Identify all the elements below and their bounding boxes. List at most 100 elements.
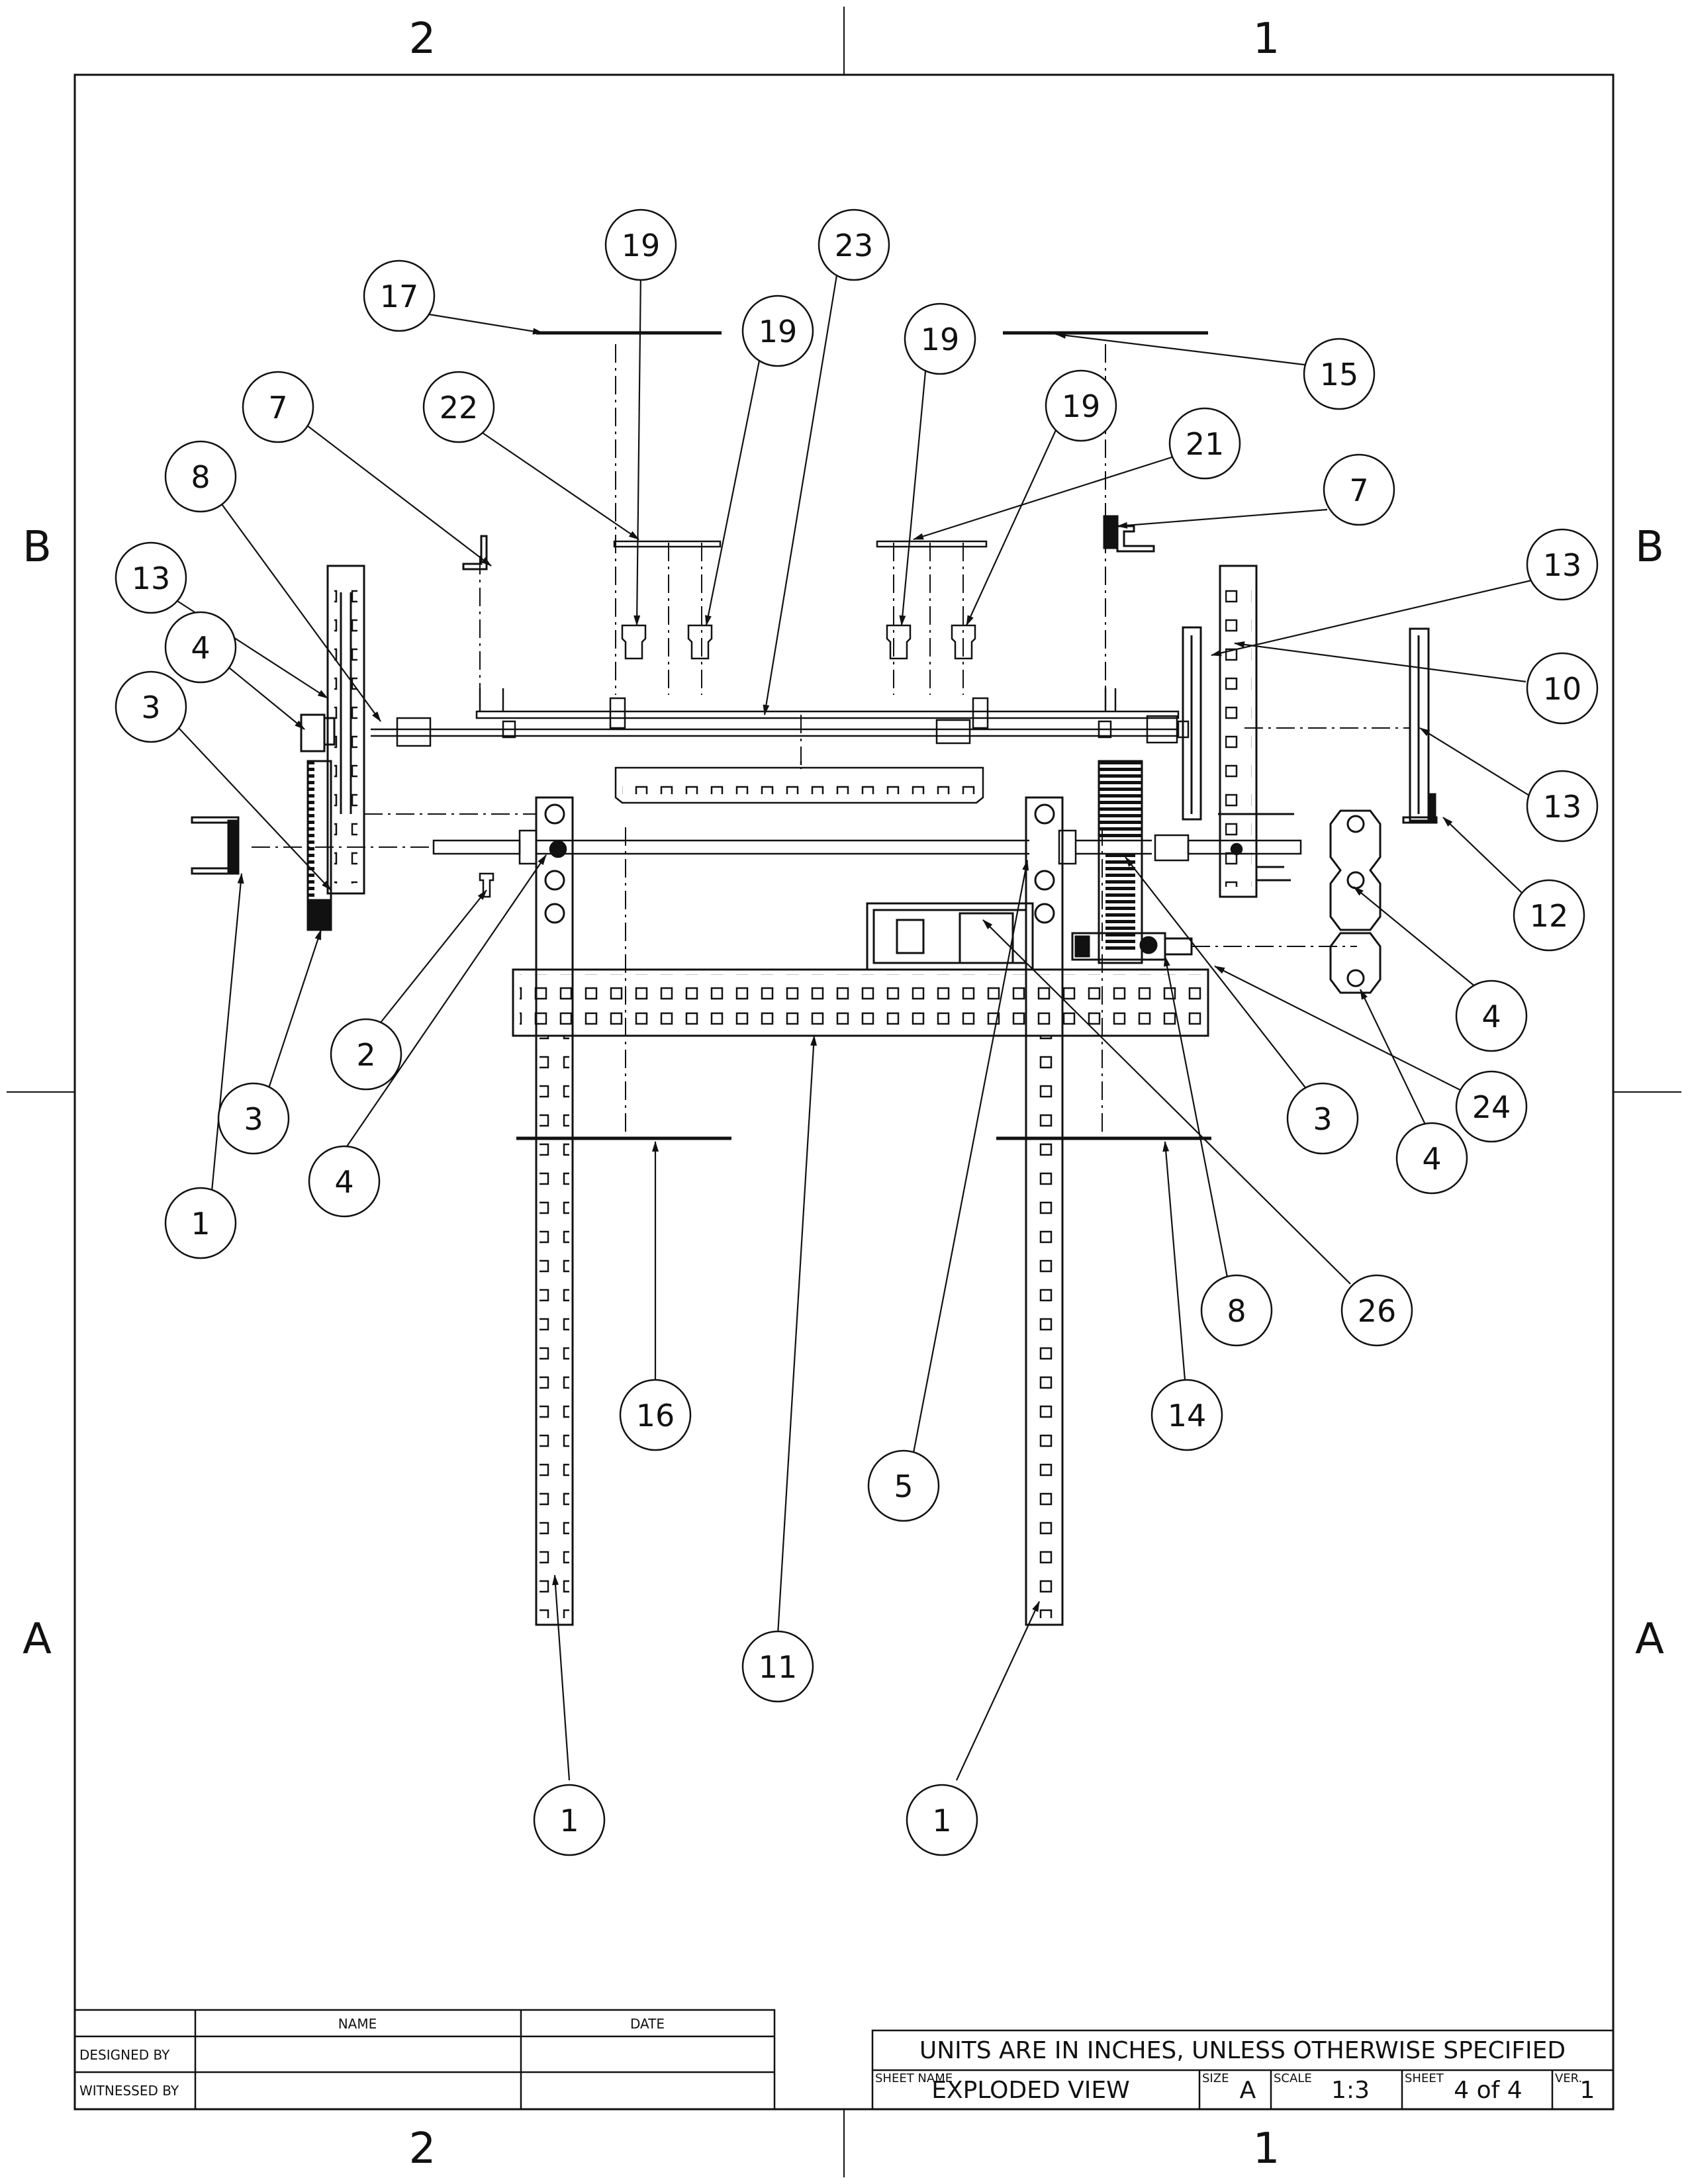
svg-text:4: 4 bbox=[334, 1164, 353, 1200]
svg-text:13: 13 bbox=[1543, 547, 1582, 583]
svg-text:23: 23 bbox=[835, 228, 874, 263]
balloon-4: 4 bbox=[164, 611, 237, 684]
svg-text:11: 11 bbox=[759, 1649, 798, 1685]
svg-text:13: 13 bbox=[132, 561, 171, 596]
header-name: NAME bbox=[338, 2016, 377, 2032]
balloon-19: 19 bbox=[604, 208, 677, 281]
svg-text:4: 4 bbox=[191, 630, 210, 666]
balloon-13: 13 bbox=[1526, 770, 1599, 842]
header-date: DATE bbox=[630, 2016, 665, 2032]
balloon-19: 19 bbox=[741, 295, 814, 367]
part-1-channel-left bbox=[535, 796, 574, 1626]
svg-text:7: 7 bbox=[1349, 473, 1368, 508]
svg-text:3: 3 bbox=[1313, 1101, 1332, 1137]
svg-text:12: 12 bbox=[1530, 898, 1569, 934]
zone-top-left: 2 bbox=[409, 15, 436, 64]
part-13-left-channel bbox=[326, 565, 365, 895]
title-block-left: NAME DATE DESIGNED BY WITNESSED BY bbox=[73, 2009, 776, 2111]
svg-text:19: 19 bbox=[1062, 388, 1101, 424]
svg-text:1: 1 bbox=[932, 1803, 951, 1839]
svg-text:19: 19 bbox=[622, 228, 661, 263]
zone-left-top: B bbox=[23, 523, 52, 572]
part-7-bracket-right bbox=[1103, 515, 1155, 553]
balloon-11: 11 bbox=[741, 1630, 814, 1703]
zone-bottom-right: 1 bbox=[1253, 2124, 1280, 2173]
balloon-16: 16 bbox=[619, 1379, 692, 1451]
ver-label: VER. bbox=[1555, 2071, 1582, 2085]
balloon-1: 1 bbox=[533, 1784, 606, 1856]
svg-text:3: 3 bbox=[141, 690, 160, 725]
svg-text:8: 8 bbox=[1227, 1293, 1246, 1329]
svg-text:19: 19 bbox=[921, 322, 960, 357]
sheet-name-label: SHEET NAME bbox=[875, 2071, 953, 2085]
part-21-plate bbox=[876, 540, 988, 548]
balloon-5: 5 bbox=[867, 1449, 940, 1522]
scale-value: 1:3 bbox=[1331, 2077, 1370, 2104]
svg-text:17: 17 bbox=[380, 279, 419, 314]
part-1-channel-right bbox=[1025, 796, 1064, 1626]
svg-text:4: 4 bbox=[1481, 999, 1501, 1034]
sheet-value: 4 of 4 bbox=[1454, 2077, 1522, 2104]
balloon-19: 19 bbox=[1045, 369, 1117, 442]
balloon-1: 1 bbox=[906, 1784, 978, 1856]
part-lower-shaft bbox=[432, 829, 1302, 865]
balloon-26: 26 bbox=[1340, 1274, 1413, 1347]
balloon-14: 14 bbox=[1150, 1379, 1223, 1451]
svg-text:4: 4 bbox=[1422, 1141, 1441, 1177]
part-13-right-channel bbox=[1218, 565, 1294, 898]
balloons: 17 19 23 19 19 15 7 22 19 21 8 7 13 13 4… bbox=[115, 208, 1599, 1856]
scale-label: SCALE bbox=[1274, 2071, 1312, 2085]
svg-text:14: 14 bbox=[1168, 1398, 1207, 1433]
zone-left-bottom: A bbox=[23, 1615, 52, 1664]
svg-text:7: 7 bbox=[268, 390, 287, 426]
part-11-channel bbox=[512, 968, 1209, 1037]
balloon-4: 4 bbox=[1455, 979, 1528, 1052]
balloon-3: 3 bbox=[115, 670, 187, 743]
units-note: UNITS ARE IN INCHES, UNLESS OTHERWISE SP… bbox=[919, 2037, 1566, 2064]
ver-value: 1 bbox=[1580, 2077, 1595, 2104]
balloon-7: 7 bbox=[242, 371, 314, 443]
svg-text:1: 1 bbox=[191, 1206, 210, 1242]
witnessed-by-label: WITNESSED BY bbox=[79, 2083, 179, 2099]
title-block-right: UNITS ARE IN INCHES, UNLESS OTHERWISE SP… bbox=[871, 2029, 1615, 2111]
balloon-19: 19 bbox=[904, 302, 976, 375]
zone-markers: 2 1 2 1 B A B A bbox=[23, 15, 1664, 2173]
part-12-angle bbox=[1402, 627, 1438, 824]
balloon-1: 1 bbox=[164, 1187, 237, 1259]
svg-text:1: 1 bbox=[559, 1803, 579, 1839]
zone-top-right: 1 bbox=[1253, 15, 1280, 64]
balloon-17: 17 bbox=[363, 259, 436, 332]
designed-by-label: DESIGNED BY bbox=[79, 2047, 170, 2063]
balloon-23: 23 bbox=[818, 208, 890, 281]
balloon-24: 24 bbox=[1455, 1070, 1528, 1143]
svg-text:16: 16 bbox=[636, 1398, 675, 1433]
svg-text:21: 21 bbox=[1186, 426, 1225, 462]
balloon-15: 15 bbox=[1303, 338, 1376, 410]
svg-text:15: 15 bbox=[1320, 357, 1359, 392]
svg-text:24: 24 bbox=[1472, 1089, 1511, 1125]
part-2-pin bbox=[479, 872, 494, 898]
svg-text:5: 5 bbox=[894, 1469, 913, 1504]
svg-text:13: 13 bbox=[1543, 789, 1582, 825]
svg-text:3: 3 bbox=[244, 1101, 263, 1137]
part-23-upper-shaft bbox=[371, 688, 1190, 747]
part-4-collar-left bbox=[300, 713, 336, 752]
part-22-plate bbox=[613, 540, 722, 548]
balloon-13: 13 bbox=[1526, 528, 1599, 601]
part-upper-channel bbox=[614, 761, 984, 804]
part-3-gear-right bbox=[1098, 760, 1143, 964]
balloon-2: 2 bbox=[330, 1018, 402, 1091]
balloon-4: 4 bbox=[1395, 1122, 1468, 1195]
sheet-name: EXPLODED VIEW bbox=[931, 2077, 1129, 2104]
svg-text:8: 8 bbox=[191, 459, 210, 495]
zone-right-bottom: A bbox=[1635, 1615, 1664, 1664]
svg-text:26: 26 bbox=[1358, 1293, 1397, 1329]
part-10-right-plate bbox=[1182, 626, 1202, 821]
balloon-8: 8 bbox=[164, 440, 237, 513]
balloon-3: 3 bbox=[217, 1082, 290, 1155]
balloon-12: 12 bbox=[1513, 879, 1585, 952]
balloon-7: 7 bbox=[1323, 453, 1395, 526]
balloon-3: 3 bbox=[1286, 1082, 1359, 1155]
svg-text:2: 2 bbox=[356, 1037, 375, 1073]
